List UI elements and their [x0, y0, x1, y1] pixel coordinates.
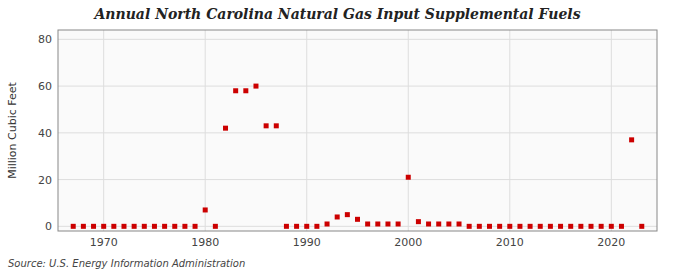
- data-point: [406, 175, 411, 180]
- x-tick-label: 2000: [394, 236, 422, 249]
- data-point: [436, 221, 441, 226]
- data-point: [274, 123, 279, 128]
- data-point: [538, 224, 543, 229]
- data-point: [223, 126, 228, 131]
- chart: 1970 1980 1990 2000 2010 2020 0 20 40 60 80 Annual …: [0, 0, 675, 275]
- data-point: [497, 224, 502, 229]
- x-grid-line: [611, 30, 612, 231]
- data-point: [325, 221, 330, 226]
- data-point: [609, 224, 614, 229]
- data-point: [314, 224, 319, 229]
- data-point: [335, 214, 340, 219]
- x-grid-line: [408, 30, 409, 231]
- data-point: [264, 123, 269, 128]
- data-point: [233, 88, 238, 93]
- x-tick-label: 1970: [90, 236, 118, 249]
- data-point: [487, 224, 492, 229]
- y-tick-label: 20: [38, 174, 52, 187]
- data-point: [121, 224, 126, 229]
- data-point: [304, 224, 309, 229]
- chart-container: 1970 1980 1990 2000 2010 2020 0 20 40 60 80 Annual …: [0, 0, 675, 275]
- data-point: [477, 224, 482, 229]
- data-point: [172, 224, 177, 229]
- y-grid-line: [58, 179, 657, 180]
- data-point: [457, 221, 462, 226]
- y-tick-label: 40: [38, 127, 52, 140]
- data-point: [639, 224, 644, 229]
- data-point: [558, 224, 563, 229]
- data-point: [568, 224, 573, 229]
- y-axis-label: Million Cubic Feet: [6, 81, 19, 178]
- data-point: [71, 224, 76, 229]
- data-point: [517, 224, 522, 229]
- y-tick-label: 0: [45, 220, 52, 233]
- x-grid-line: [103, 30, 104, 231]
- tick-labels: 1970 1980 1990 2000 2010 2020 0 20 40 60 80: [38, 33, 625, 249]
- x-tick-label: 2010: [496, 236, 524, 249]
- data-point: [203, 207, 208, 212]
- data-point: [81, 224, 86, 229]
- data-point: [213, 224, 218, 229]
- data-point: [132, 224, 137, 229]
- data-points: [71, 84, 645, 229]
- data-point: [284, 224, 289, 229]
- x-grid-line: [509, 30, 510, 231]
- x-grid-line: [205, 30, 206, 231]
- data-point: [385, 221, 390, 226]
- data-point: [345, 212, 350, 217]
- data-point: [182, 224, 187, 229]
- y-tick-label: 80: [38, 33, 52, 46]
- data-point: [416, 219, 421, 224]
- y-tick-label: 60: [38, 80, 52, 93]
- data-point: [152, 224, 157, 229]
- y-grid-line: [58, 86, 657, 87]
- data-point: [193, 224, 198, 229]
- data-point: [365, 221, 370, 226]
- x-grid-line: [306, 30, 307, 231]
- data-point: [548, 224, 553, 229]
- data-point: [375, 221, 380, 226]
- title: Annual North Carolina Natural Gas Input …: [92, 6, 580, 22]
- plot-background: [58, 30, 657, 231]
- data-point: [396, 221, 401, 226]
- data-point: [589, 224, 594, 229]
- data-point: [355, 217, 360, 222]
- data-point: [253, 84, 258, 89]
- x-tick-label: 1980: [191, 236, 219, 249]
- data-point: [243, 88, 248, 93]
- source-note: Source: U.S. Energy Information Administ…: [8, 258, 245, 269]
- y-grid-line: [58, 226, 657, 227]
- data-point: [507, 224, 512, 229]
- data-point: [426, 221, 431, 226]
- data-point: [629, 137, 634, 142]
- plot-frame: [58, 30, 657, 231]
- data-point: [446, 221, 451, 226]
- x-tick-label: 2020: [597, 236, 625, 249]
- data-point: [142, 224, 147, 229]
- x-tick-label: 1990: [293, 236, 321, 249]
- data-point: [111, 224, 116, 229]
- data-point: [294, 224, 299, 229]
- data-point: [467, 224, 472, 229]
- y-grid-line: [58, 39, 657, 40]
- data-point: [599, 224, 604, 229]
- grid: [58, 30, 657, 231]
- data-point: [91, 224, 96, 229]
- data-point: [619, 224, 624, 229]
- data-point: [162, 224, 167, 229]
- data-point: [101, 224, 106, 229]
- data-point: [578, 224, 583, 229]
- data-point: [528, 224, 533, 229]
- y-grid-line: [58, 132, 657, 133]
